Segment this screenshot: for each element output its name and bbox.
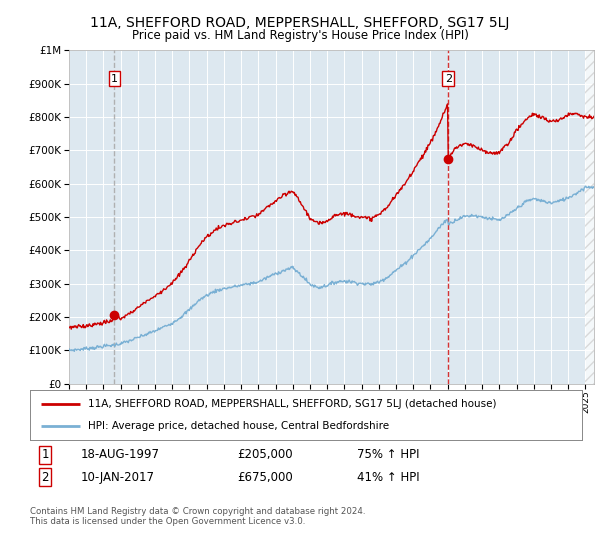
Text: 75% ↑ HPI: 75% ↑ HPI [357,448,419,461]
Text: 2: 2 [41,470,49,484]
Text: Contains HM Land Registry data © Crown copyright and database right 2024.
This d: Contains HM Land Registry data © Crown c… [30,507,365,526]
Text: 11A, SHEFFORD ROAD, MEPPERSHALL, SHEFFORD, SG17 5LJ (detached house): 11A, SHEFFORD ROAD, MEPPERSHALL, SHEFFOR… [88,399,496,409]
Text: 10-JAN-2017: 10-JAN-2017 [81,470,155,484]
Text: 18-AUG-1997: 18-AUG-1997 [81,448,160,461]
Polygon shape [586,50,594,384]
Text: 41% ↑ HPI: 41% ↑ HPI [357,470,419,484]
Text: 2: 2 [445,74,452,84]
Text: HPI: Average price, detached house, Central Bedfordshire: HPI: Average price, detached house, Cent… [88,421,389,431]
Text: 11A, SHEFFORD ROAD, MEPPERSHALL, SHEFFORD, SG17 5LJ: 11A, SHEFFORD ROAD, MEPPERSHALL, SHEFFOR… [91,16,509,30]
Text: 1: 1 [111,74,118,84]
Text: Price paid vs. HM Land Registry's House Price Index (HPI): Price paid vs. HM Land Registry's House … [131,29,469,42]
Text: £205,000: £205,000 [237,448,293,461]
Text: £675,000: £675,000 [237,470,293,484]
Text: 1: 1 [41,448,49,461]
